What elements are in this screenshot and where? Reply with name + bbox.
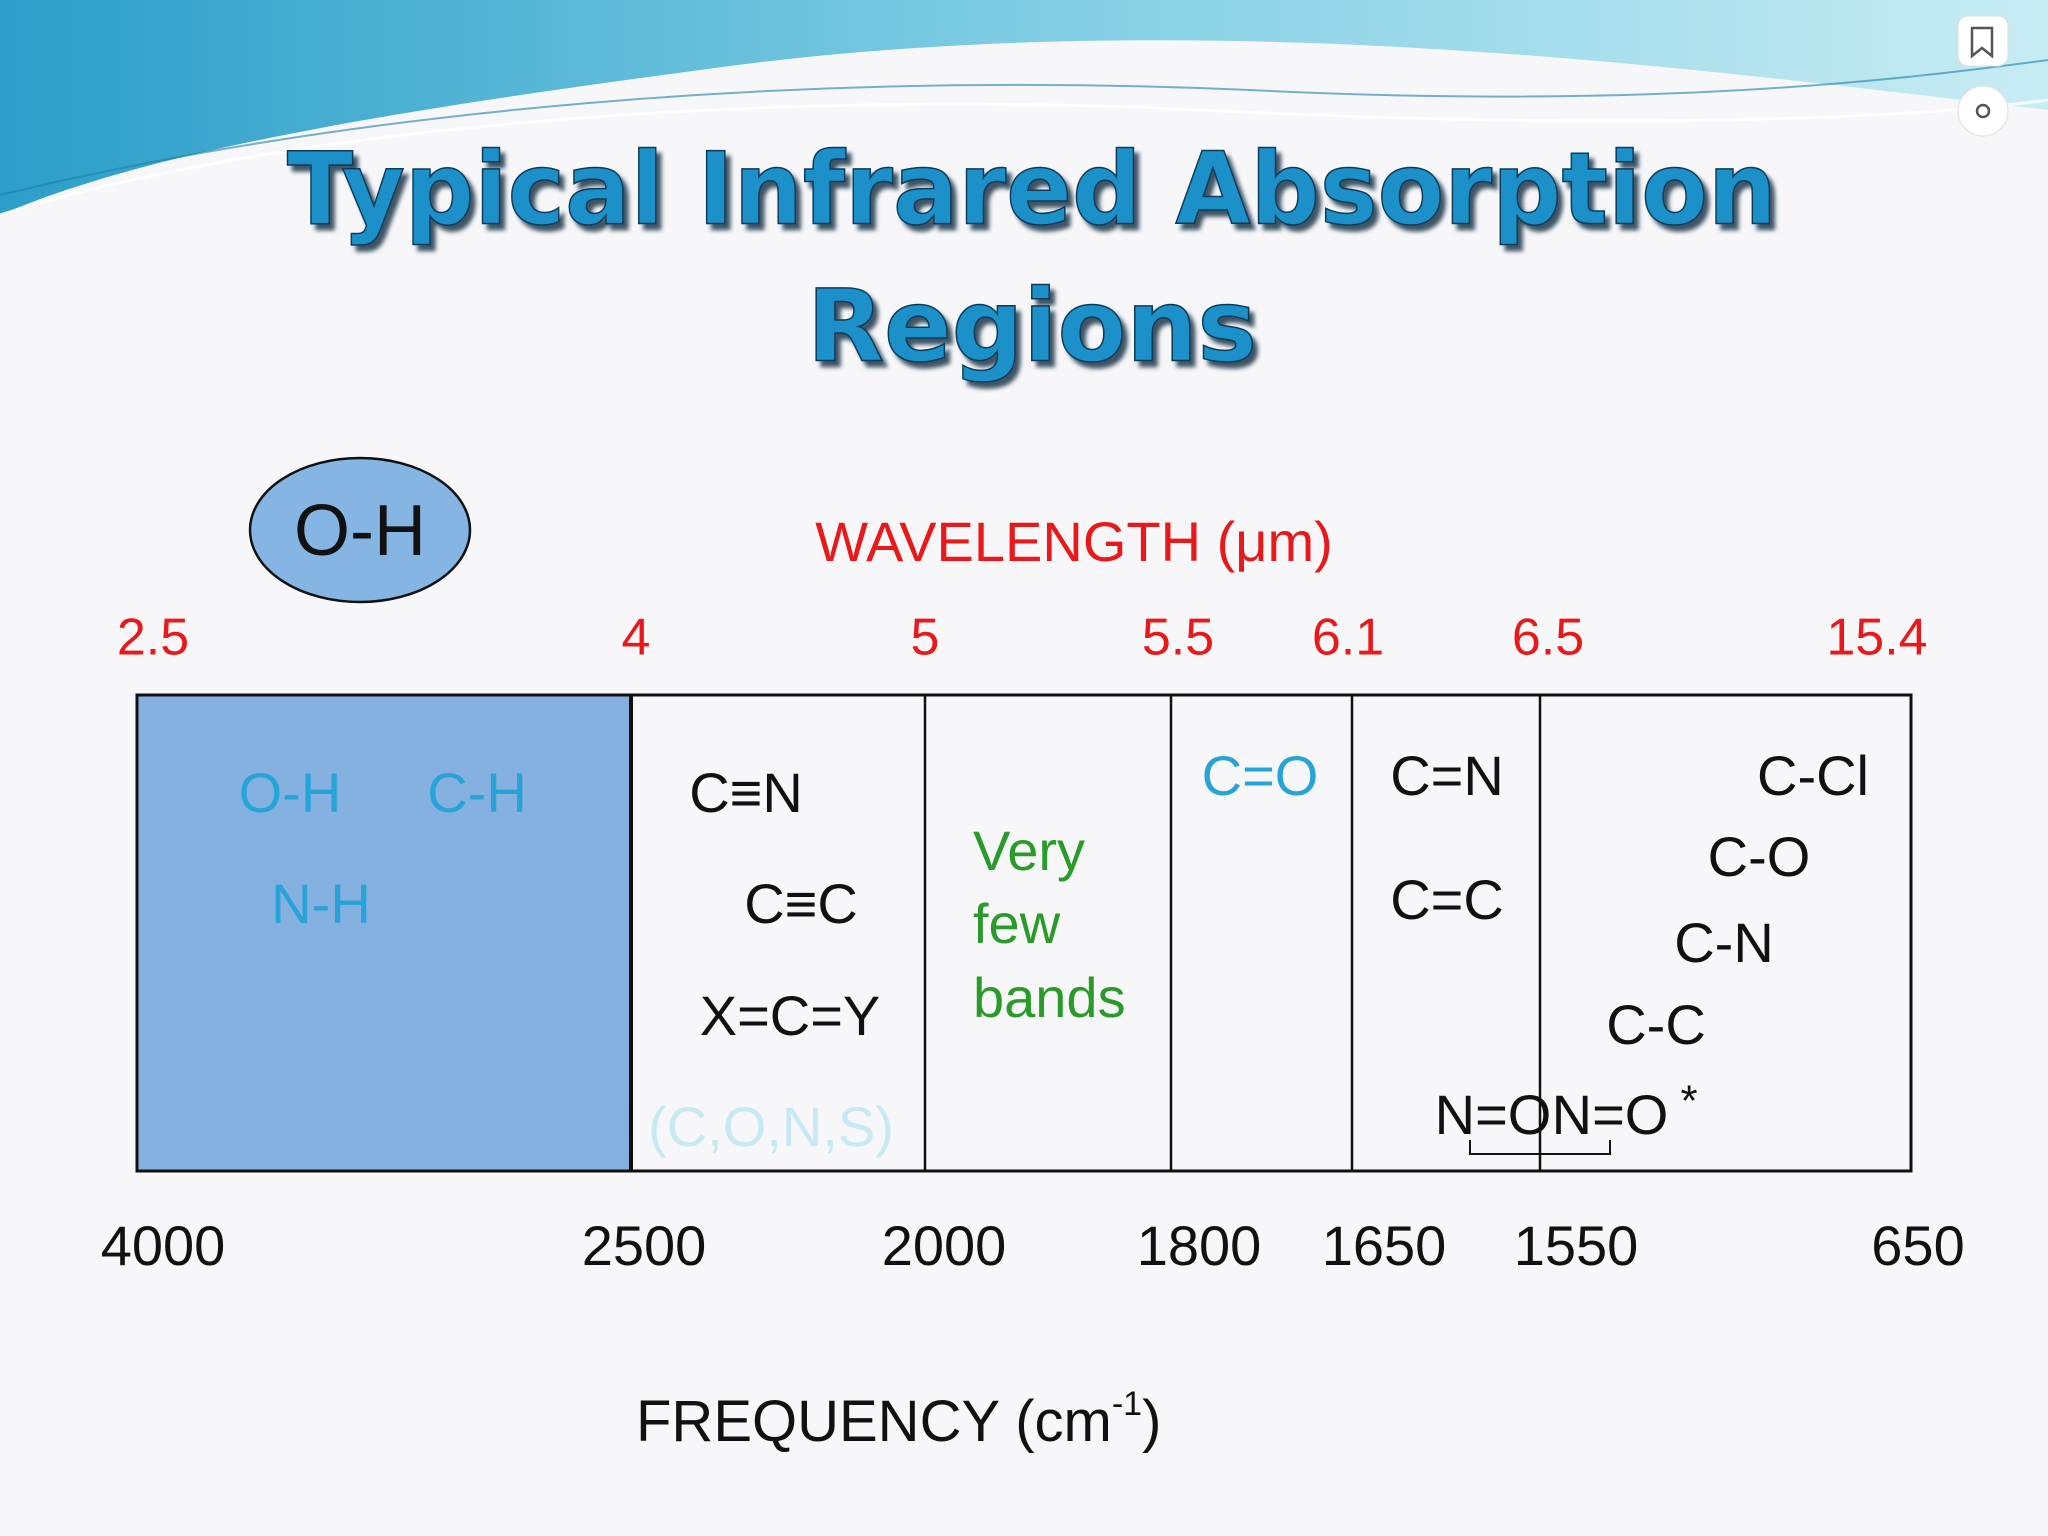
bond-label: N=O xyxy=(1552,1083,1669,1146)
frequency-tick: 650 xyxy=(1871,1214,1964,1277)
wavelength-tick: 5.5 xyxy=(1142,609,1214,667)
highlight-bubble xyxy=(248,456,472,604)
header-wave xyxy=(0,0,2048,217)
frequency-label-superscript: -1 xyxy=(1112,1385,1142,1423)
bookmark-button[interactable] xyxy=(1957,15,2009,67)
wavelength-tick: 6.5 xyxy=(1512,609,1584,667)
bond-label: C-N xyxy=(1674,911,1774,974)
bond-label: C=N xyxy=(1390,744,1504,807)
frequency-tick: 1550 xyxy=(1514,1214,1639,1277)
frequency-tick: 2000 xyxy=(882,1214,1007,1277)
region-note: few xyxy=(973,892,1061,955)
wavelength-tick: 4 xyxy=(622,609,651,667)
region-note: Very xyxy=(973,819,1085,882)
wavelength-tick: 15.4 xyxy=(1826,609,1927,667)
frequency-tick: 2500 xyxy=(582,1214,707,1277)
wavelength-label: WAVELENGTH (μm) xyxy=(815,510,1333,573)
bond-label: C-C xyxy=(1606,993,1706,1056)
bond-label: O-H xyxy=(239,761,342,824)
bond-label: N-H xyxy=(271,872,371,935)
bond-label: C-Cl xyxy=(1757,744,1869,807)
title-line: Regions xyxy=(807,267,1257,384)
wavelength-tick: 6.1 xyxy=(1312,609,1384,667)
region-note: bands xyxy=(973,966,1126,1029)
wavelength-tick: 5 xyxy=(911,609,940,667)
title-line: Typical Infrared Absorption xyxy=(287,130,1777,247)
frequency-tick: 1650 xyxy=(1322,1214,1447,1277)
bond-label: C≡C xyxy=(744,872,858,935)
highlight-label: O-H xyxy=(294,491,426,571)
bond-label: C-H xyxy=(427,761,527,824)
bond-label: C=C xyxy=(1390,868,1504,931)
bond-note: (C,O,N,S) xyxy=(648,1095,894,1158)
footnote-mark: * xyxy=(1680,1077,1697,1126)
frequency-label-suffix: ) xyxy=(1142,1389,1161,1454)
frequency-tick: 1800 xyxy=(1137,1214,1262,1277)
bond-label: C-O xyxy=(1708,825,1811,888)
region-box xyxy=(135,693,1913,1173)
bond-label: C=O xyxy=(1202,744,1319,807)
lens-button[interactable] xyxy=(1957,85,2009,137)
frequency-label-text: FREQUENCY (cm xyxy=(636,1389,1112,1454)
wavelength-tick: 2.5 xyxy=(117,609,189,667)
bond-label: C≡N xyxy=(689,761,803,824)
bond-label: X=C=Y xyxy=(700,984,881,1047)
toolbar-icons xyxy=(1957,15,2009,137)
bond-label: N=O xyxy=(1435,1083,1552,1146)
frequency-tick: 4000 xyxy=(101,1214,226,1277)
frequency-label: FREQUENCY (cm-1) xyxy=(636,1385,1161,1454)
